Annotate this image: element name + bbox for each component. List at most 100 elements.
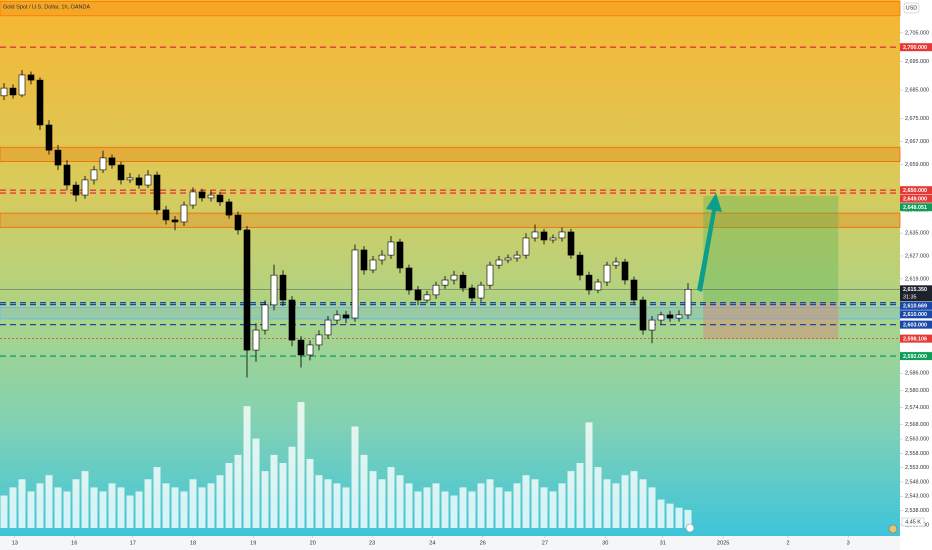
volume-bar [171,487,179,528]
price-label: 2,603.000 [903,322,927,328]
volume-bar [576,463,584,528]
candle-body [54,149,62,166]
volume-bar [423,487,431,528]
candle-body [315,334,323,346]
candle-body [567,231,575,256]
volume-label: 4.45 K [905,520,921,526]
volume-bar [630,471,638,528]
volume-bar [648,487,656,528]
volume-bar [603,479,611,528]
candle-body [333,314,341,321]
candle-body [540,231,548,241]
y-tick-label: 2,635.000 [905,231,929,237]
candle-body [189,191,197,206]
volume-bar [531,479,539,528]
currency: USD [906,6,917,12]
candle-body [423,294,431,301]
y-tick-label: 2,667.000 [905,139,929,145]
candle-body [477,284,485,299]
candle-body [180,204,188,223]
volume-bar [378,479,386,528]
y-tick-label: 2,580.000 [905,388,929,394]
x-tick-label: 18 [190,540,196,546]
candle-body [360,249,368,271]
currency-box[interactable] [903,2,920,14]
volume-bar [234,454,242,528]
x-tick-label: 24 [429,540,435,546]
candle-body [108,157,116,166]
candle-body [225,201,233,216]
volume-bar [360,454,368,528]
candle-body [666,314,674,319]
volume-bar [315,475,323,528]
x-tick-label: 26 [480,540,486,546]
candle-body [630,279,638,301]
price-label-box [900,301,932,310]
volume-bar [288,446,296,528]
volume-bar [18,479,26,528]
candle-body [144,174,152,186]
volume-bar [297,402,305,528]
volume-bar [27,491,35,528]
volume-bar [414,491,422,528]
candle-body [657,314,665,321]
volume-bar [306,458,314,528]
candle-body [486,264,494,286]
price-label-box [900,310,932,319]
y-tick-label: 2,563.000 [905,436,929,442]
volume-bar [81,471,89,528]
volume-bar [450,495,458,528]
candle-body [36,79,44,126]
price-label-box [900,352,932,361]
volume-bar [162,483,170,528]
candle-body [306,344,314,356]
y-tick-label: 2,558.000 [905,451,929,457]
time-axis [0,536,932,550]
candle-body [468,287,476,299]
candle-body [18,74,26,96]
volume-bar [594,467,602,528]
countdown: 31:35 [903,295,917,301]
zone [0,1,901,17]
arrow [697,193,722,292]
volume-bar [45,475,53,528]
volume-bar [117,487,125,528]
volume-bar [153,467,161,528]
settings-icon[interactable] [888,524,898,534]
volume-bar [585,422,593,528]
candle-body [513,254,521,259]
volume-bar [9,487,17,528]
volume-bar [99,491,107,528]
position-target [703,195,839,303]
y-tick-label: 2,675.000 [905,116,929,122]
candle-body [99,157,107,171]
volume-bar [63,491,71,528]
price-axis [900,0,932,550]
zone [0,146,901,162]
x-tick-label: 30 [602,540,608,546]
price-label-box [900,43,932,52]
volume-bar [396,475,404,528]
candle-body [369,259,377,271]
volume-bar [351,426,359,528]
replay-icon[interactable] [685,523,695,533]
volume-bar [657,499,665,528]
volume-bar [252,438,260,528]
x-tick-label: 3 [847,540,850,546]
x-tick-label: 2 [786,540,789,546]
volume-bar [486,479,494,528]
candle-body [63,164,71,186]
volume-bar [567,471,575,528]
volume-bar [477,483,485,528]
x-tick-label: 31 [660,540,666,546]
y-tick-label: 2,543.000 [905,494,929,500]
candle-body [639,299,647,331]
price-label: 2,592.000 [903,354,927,360]
candle-body [162,209,170,221]
candle-body [90,169,98,181]
candle-body [558,231,566,239]
candle-body [81,179,89,196]
candle-body [243,229,251,351]
price-label-box [900,194,932,203]
